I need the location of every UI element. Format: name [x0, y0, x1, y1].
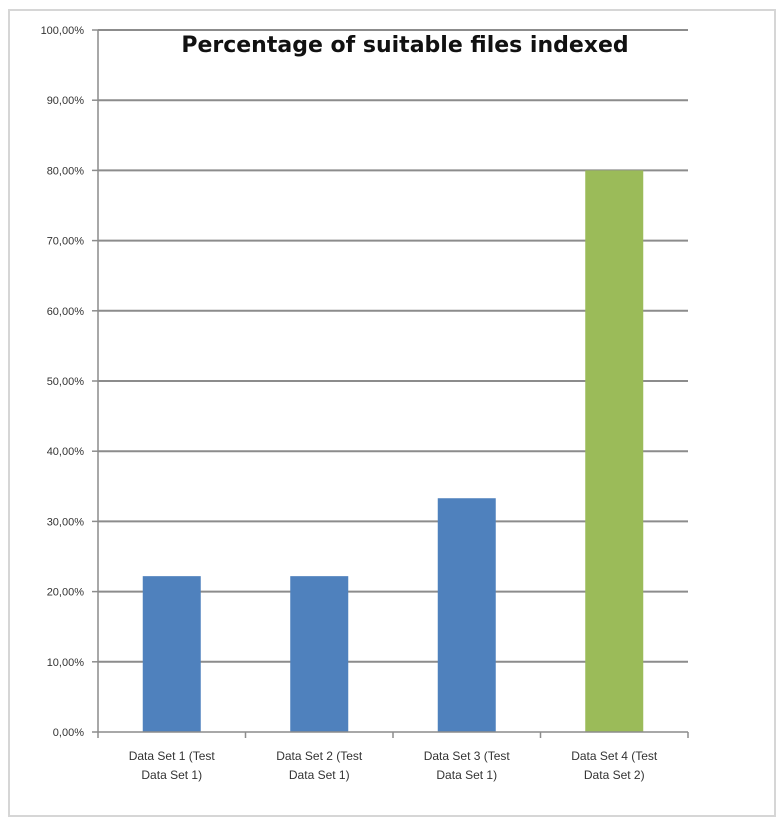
bar — [142, 576, 201, 732]
x-tick-label: Data Set 3 (Test Data Set 1) — [424, 749, 511, 782]
axes — [92, 29, 689, 738]
y-tick-label: 90,00% — [47, 95, 85, 107]
y-tick-labels: 0,00% 10,00% 20,00% 30,00% 40,00% 50,00% 60,00… — [41, 25, 85, 739]
x-tick-label: Data Set 4 (Test Data Set 2) — [571, 749, 658, 782]
y-tick-label: 50,00% — [47, 376, 85, 388]
x-tick-label-line: Data Set 2) — [584, 768, 645, 782]
y-tick-label: 10,00% — [47, 657, 85, 669]
x-tick-label-line: Data Set 1 (Test — [129, 749, 216, 763]
bar — [437, 498, 496, 732]
chart-title: Percentage of suitable files indexed — [181, 33, 628, 58]
y-tick-label: 30,00% — [47, 516, 85, 528]
y-tick-label: 60,00% — [47, 306, 85, 318]
x-tick-labels: Data Set 1 (Test Data Set 1)Data Set 2 (T… — [129, 749, 658, 782]
y-tick-label: 70,00% — [47, 236, 85, 248]
y-tick-label: 40,00% — [47, 446, 85, 458]
y-tick-label: 20,00% — [47, 587, 85, 599]
y-tick-label: 0,00% — [53, 727, 84, 739]
bars — [142, 170, 644, 732]
bar — [585, 170, 644, 732]
x-tick-label-line: Data Set 2 (Test — [276, 749, 363, 763]
chart-frame — [8, 9, 776, 817]
x-tick-label: Data Set 1 (Test Data Set 1) — [129, 749, 216, 782]
y-tick-label: 80,00% — [47, 165, 85, 177]
x-tick-label-line: Data Set 1) — [289, 768, 350, 782]
x-tick-label-line: Data Set 4 (Test — [571, 749, 658, 763]
y-tick-label: 100,00% — [41, 25, 85, 37]
x-tick-label: Data Set 2 (Test Data Set 1) — [276, 749, 363, 782]
x-tick-label-line: Data Set 3 (Test — [424, 749, 511, 763]
bar — [290, 576, 349, 732]
x-tick-label-line: Data Set 1) — [141, 768, 202, 782]
x-tick-label-line: Data Set 1) — [436, 768, 497, 782]
